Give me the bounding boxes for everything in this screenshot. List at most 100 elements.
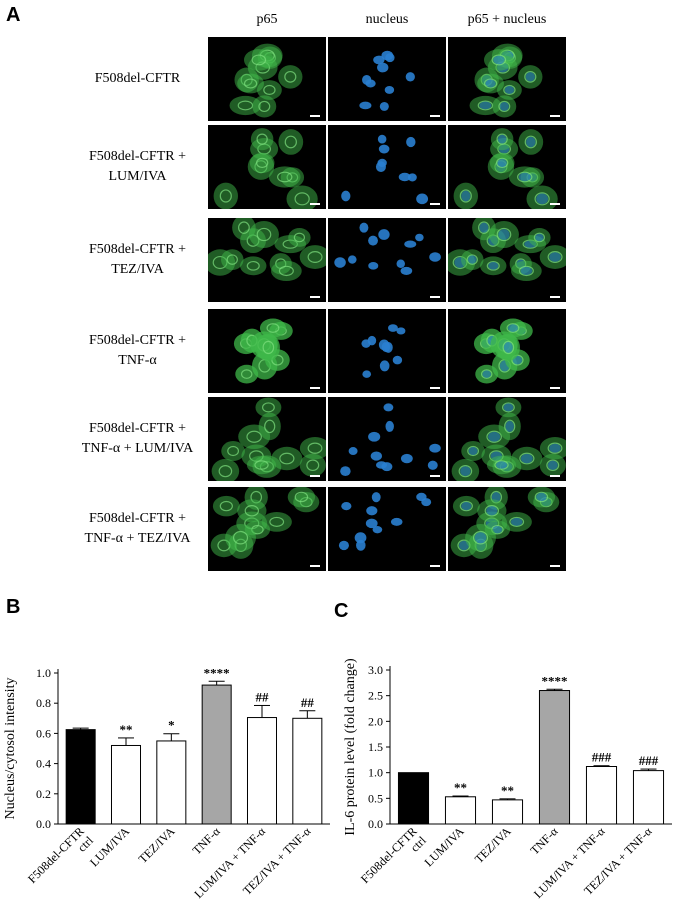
row-label-line: LUM/IVA (108, 169, 167, 184)
significance-label: ### (639, 753, 659, 768)
micrograph-p65 (208, 125, 326, 209)
bar (632, 770, 665, 825)
scale-bar (430, 115, 440, 117)
row-label: F508del-CFTR + LUM/IVA (70, 147, 205, 187)
y-axis-label: Nucleus/cytosol intensity (3, 678, 18, 820)
x-tick-label: LUM/IVA (422, 824, 467, 869)
scale-bar (430, 387, 440, 389)
row-label: F508del-CFTR + TNF-α + LUM/IVA (70, 419, 205, 459)
bar (65, 729, 96, 825)
row-label-line: TEZ/IVA (111, 262, 164, 277)
scale-bar (310, 115, 320, 117)
micrograph-nucleus (328, 125, 446, 209)
scale-bar (550, 115, 560, 117)
row-label-line: TNF-α (118, 353, 157, 368)
micrograph-p65 (208, 397, 326, 481)
x-tick-label: LUM/IVA (87, 824, 132, 869)
y-tick-label: 1.0 (368, 766, 383, 780)
micrograph-nucleus (328, 487, 446, 571)
bar (397, 772, 430, 825)
row-label-line: F508del-CFTR + (89, 333, 186, 348)
significance-label: ## (256, 689, 270, 704)
bar (156, 740, 187, 825)
y-tick-label: 0.4 (36, 757, 51, 771)
scale-bar (550, 475, 560, 477)
row-label-line: F508del-CFTR + (89, 149, 186, 164)
x-tick-label: TEZ/IVA (136, 824, 178, 866)
panel-a-letter: A (6, 4, 21, 26)
bar (201, 684, 232, 825)
significance-label: ## (301, 695, 315, 710)
row-label-line: F508del-CFTR (94, 71, 181, 86)
scale-bar (430, 475, 440, 477)
scale-bar (430, 203, 440, 205)
scale-bar (430, 565, 440, 567)
chart-c: IL-6 protein level (fold change) 0.0 0.5 1.… (343, 658, 672, 900)
x-tick-label: TNF-α (527, 824, 561, 858)
scale-bar (310, 387, 320, 389)
micrograph-merge (448, 125, 566, 209)
micrograph-merge (448, 37, 566, 121)
significance-label: ** (120, 722, 133, 737)
y-tick-label: 2.0 (368, 714, 383, 728)
row-label-line: TNF-α + LUM/IVA (81, 441, 194, 456)
y-tick-label: 2.5 (368, 689, 383, 703)
row-label-line: F508del-CFTR + (89, 242, 186, 257)
row-label-line: F508del-CFTR + (89, 421, 186, 436)
y-tick-label: 0.2 (36, 787, 51, 801)
bar (491, 799, 524, 825)
row-label: F508del-CFTR + TEZ/IVA (70, 240, 205, 280)
y-tick-label: 1.0 (36, 666, 51, 680)
row-label: F508del-CFTR + TNF-α + TEZ/IVA (70, 509, 205, 549)
micrograph-nucleus (328, 218, 446, 302)
micrograph-merge (448, 397, 566, 481)
y-tick-label: 0.0 (36, 817, 51, 831)
y-tick-label: 0.6 (36, 726, 51, 740)
scale-bar (430, 296, 440, 298)
significance-label: ** (454, 780, 467, 795)
micrograph-nucleus (328, 397, 446, 481)
micrograph-p65 (208, 309, 326, 393)
micrograph-nucleus (328, 37, 446, 121)
scale-bar (310, 565, 320, 567)
bar (538, 690, 571, 825)
scale-bar (550, 387, 560, 389)
micrograph-merge (448, 309, 566, 393)
significance-label: ** (501, 783, 514, 798)
significance-label: * (168, 718, 175, 733)
micrograph-p65 (208, 37, 326, 121)
row-label: F508del-CFTR (70, 69, 205, 89)
scale-bar (550, 203, 560, 205)
micrograph-merge (448, 218, 566, 302)
bar (292, 717, 323, 825)
micrograph-nucleus (328, 309, 446, 393)
panel-c-letter: C (334, 600, 349, 622)
row-label: F508del-CFTR + TNF-α (70, 331, 205, 371)
significance-label: **** (542, 673, 568, 688)
bar (585, 766, 618, 825)
scale-bar (310, 203, 320, 205)
bar (110, 744, 142, 825)
column-header-p65: p65 (256, 12, 278, 27)
significance-label: ### (592, 750, 612, 765)
column-header-nucleus: nucleus (365, 12, 409, 27)
bar (444, 796, 477, 825)
scale-bar (550, 565, 560, 567)
panel-b-letter: B (6, 596, 21, 618)
row-label-line: F508del-CFTR + (89, 511, 186, 526)
y-tick-label: 1.5 (368, 740, 383, 754)
x-tick-label: TNF-α (190, 824, 224, 858)
chart-b: Nucleus/cytosol intensity 0.0 0.2 0.4 0.6 0.8… (3, 665, 330, 900)
scale-bar (550, 296, 560, 298)
y-tick-label: 0.8 (36, 696, 51, 710)
x-tick-label: TEZ/IVA (472, 824, 514, 866)
y-tick-label: 3.0 (368, 663, 383, 677)
y-tick-label: 0.5 (368, 791, 383, 805)
micrograph-p65 (208, 218, 326, 302)
bar (246, 717, 278, 825)
row-label-line: TNF-α + TEZ/IVA (84, 531, 191, 546)
x-tick-label: F508del-CFTRctrl (358, 824, 429, 895)
micrograph-merge (448, 487, 566, 571)
scale-bar (310, 296, 320, 298)
significance-label: **** (204, 665, 230, 680)
